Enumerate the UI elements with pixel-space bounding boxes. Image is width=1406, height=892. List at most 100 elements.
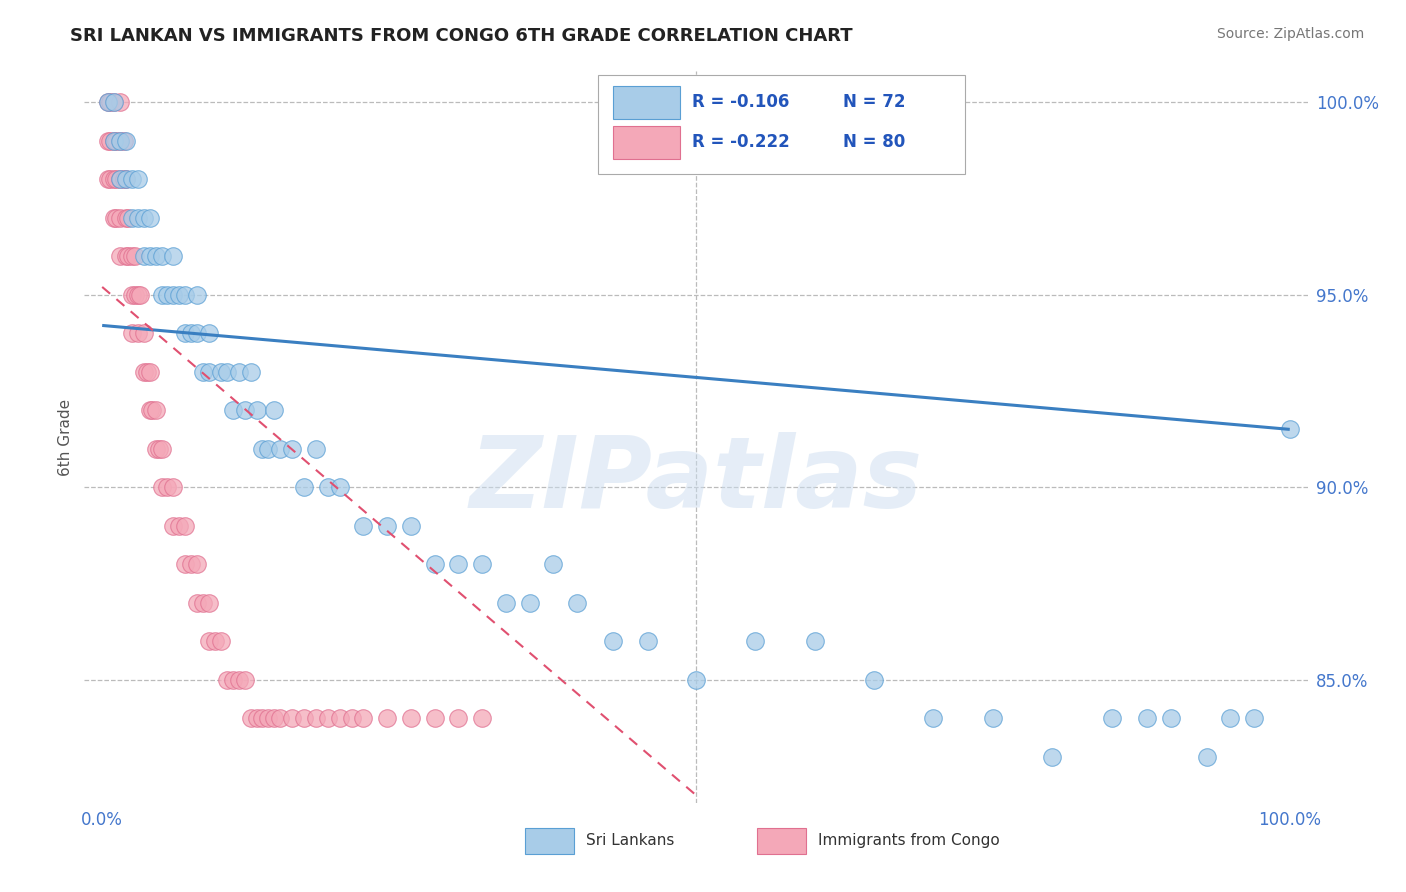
Point	[112, 134, 135, 148]
Point	[186, 596, 208, 610]
Point	[245, 403, 267, 417]
Point	[252, 442, 274, 456]
Point	[100, 95, 122, 110]
Point	[127, 287, 149, 301]
Point	[121, 326, 143, 340]
Point	[637, 634, 659, 648]
Point	[198, 326, 221, 340]
Point	[127, 326, 149, 340]
Point	[209, 365, 232, 379]
Point	[423, 711, 446, 725]
Point	[281, 711, 304, 725]
Text: N = 80: N = 80	[842, 133, 905, 152]
Point	[174, 518, 197, 533]
Point	[471, 711, 494, 725]
Point	[105, 172, 128, 186]
Point	[1243, 711, 1265, 725]
Point	[162, 287, 184, 301]
Point	[117, 211, 139, 225]
Point	[204, 634, 226, 648]
FancyBboxPatch shape	[758, 829, 806, 854]
Point	[103, 172, 125, 186]
Point	[352, 518, 374, 533]
FancyBboxPatch shape	[613, 86, 681, 119]
Point	[329, 480, 352, 494]
Point	[399, 711, 422, 725]
Point	[281, 442, 304, 456]
Point	[233, 673, 256, 687]
Point	[239, 365, 262, 379]
Point	[121, 249, 143, 263]
Point	[1040, 749, 1063, 764]
Point	[981, 711, 1004, 725]
Text: Immigrants from Congo: Immigrants from Congo	[818, 833, 1000, 848]
Point	[252, 711, 274, 725]
Point	[150, 442, 173, 456]
Point	[233, 403, 256, 417]
Point	[863, 673, 886, 687]
Text: Source: ZipAtlas.com: Source: ZipAtlas.com	[1216, 27, 1364, 41]
Point	[136, 365, 159, 379]
Point	[1195, 749, 1218, 764]
Point	[108, 95, 131, 110]
Point	[269, 442, 291, 456]
Point	[316, 480, 339, 494]
Point	[108, 249, 131, 263]
Point	[803, 634, 825, 648]
Point	[340, 711, 363, 725]
Point	[115, 249, 138, 263]
Point	[100, 134, 122, 148]
Point	[103, 134, 125, 148]
Point	[103, 95, 125, 110]
Point	[156, 480, 179, 494]
Point	[519, 596, 541, 610]
Point	[138, 249, 160, 263]
Point	[222, 673, 245, 687]
Point	[1136, 711, 1159, 725]
Point	[399, 518, 422, 533]
Point	[150, 287, 173, 301]
Point	[145, 442, 167, 456]
Point	[263, 711, 285, 725]
Point	[1219, 711, 1241, 725]
Point	[105, 134, 128, 148]
Point	[180, 557, 202, 571]
Point	[162, 249, 184, 263]
Point	[352, 711, 374, 725]
Point	[97, 134, 120, 148]
Point	[263, 403, 285, 417]
Point	[115, 172, 138, 186]
Point	[108, 211, 131, 225]
Point	[129, 287, 152, 301]
Point	[138, 403, 160, 417]
Point	[447, 711, 470, 725]
Point	[169, 287, 191, 301]
Point	[174, 326, 197, 340]
Point	[103, 134, 125, 148]
Point	[132, 326, 155, 340]
Point	[132, 365, 155, 379]
Point	[156, 287, 179, 301]
Point	[97, 172, 120, 186]
Point	[100, 172, 122, 186]
Point	[292, 480, 315, 494]
Point	[228, 673, 250, 687]
Point	[121, 211, 143, 225]
Point	[316, 711, 339, 725]
Text: R = -0.222: R = -0.222	[692, 133, 790, 152]
Point	[115, 134, 138, 148]
Point	[269, 711, 291, 725]
Point	[108, 172, 131, 186]
Point	[121, 287, 143, 301]
Point	[329, 711, 352, 725]
Point	[132, 211, 155, 225]
Point	[97, 95, 120, 110]
Point	[169, 518, 191, 533]
Text: R = -0.106: R = -0.106	[692, 93, 790, 112]
Point	[685, 673, 707, 687]
Point	[191, 596, 214, 610]
FancyBboxPatch shape	[598, 75, 965, 174]
FancyBboxPatch shape	[524, 829, 574, 854]
Point	[191, 365, 214, 379]
Point	[447, 557, 470, 571]
